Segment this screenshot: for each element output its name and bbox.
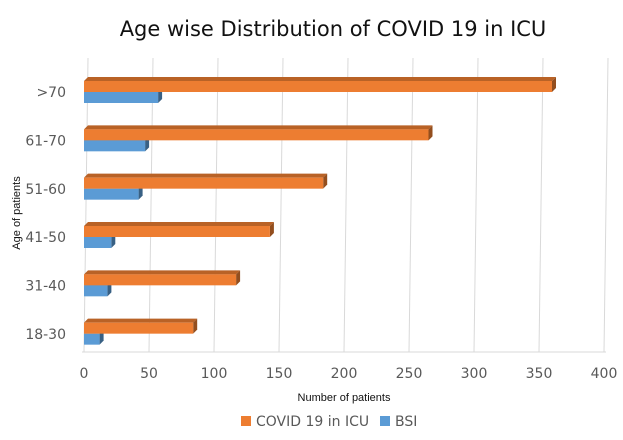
gridline (83, 57, 89, 353)
bar-covid-icu (84, 125, 433, 141)
legend-swatch (241, 416, 251, 426)
legend-label: COVID 19 in ICU (256, 414, 369, 430)
legend-item-bsi: BSI (380, 414, 417, 430)
y-tick-label: 18-30 (25, 327, 66, 343)
legend-swatch (380, 416, 390, 426)
x-tick-label: 200 (331, 366, 358, 382)
x-tick-label: 0 (80, 366, 89, 382)
legend-label: BSI (395, 414, 417, 430)
x-tick-label: 300 (461, 366, 488, 382)
x-tick-label: 50 (140, 366, 158, 382)
gridline (213, 57, 219, 353)
x-tick-label: 250 (396, 366, 423, 382)
y-tick-label: 31-40 (25, 279, 66, 295)
x-tick-label: 400 (591, 366, 618, 382)
gridline (473, 57, 479, 353)
gridline (278, 57, 284, 353)
gridlines (82, 57, 609, 353)
bars (84, 77, 556, 345)
y-tick-label: 51-60 (25, 182, 66, 198)
x-axis-title: Number of patients (298, 392, 391, 404)
x-tick-label: 150 (266, 366, 293, 382)
gridline (538, 57, 544, 353)
y-tick-labels: 18-30 31-40 41-50 51-60 61-70 >70 (25, 85, 66, 343)
bar-covid-icu (84, 77, 556, 92)
gridline (148, 57, 154, 353)
x-tick-labels: 0 50 100 150 200 250 300 350 400 (80, 366, 618, 382)
gridline (408, 57, 414, 353)
bar-covid-icu (84, 318, 198, 334)
gridline (343, 57, 349, 353)
legend: COVID 19 in ICU BSI (241, 414, 417, 430)
x-tick-label: 350 (526, 366, 553, 382)
y-axis-title: Age of patients (11, 176, 23, 250)
x-tick-label: 100 (201, 366, 228, 382)
chart-title: Age wise Distribution of COVID 19 in ICU (120, 17, 547, 41)
y-tick-label: 41-50 (25, 230, 66, 246)
gridline (603, 57, 609, 353)
legend-item-covid-icu: COVID 19 in ICU (241, 414, 369, 430)
y-tick-label: 61-70 (25, 134, 66, 150)
bar-covid-icu (84, 173, 328, 189)
bar-covid-icu (84, 270, 241, 286)
bar-covid-icu (84, 222, 274, 237)
y-tick-label: >70 (36, 85, 66, 101)
